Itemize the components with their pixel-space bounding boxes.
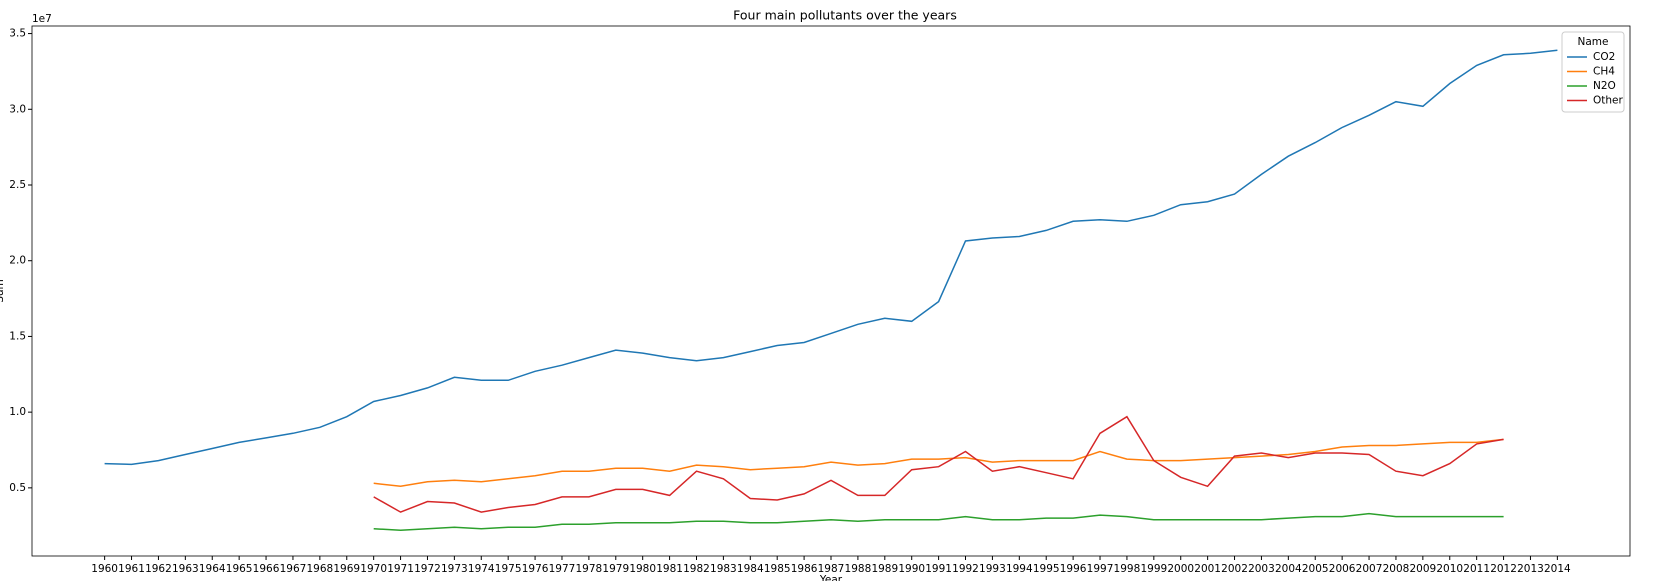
x-tick-label: 1988 bbox=[845, 563, 872, 575]
chart-title: Four main pollutants over the years bbox=[733, 8, 957, 23]
x-tick-label: 1986 bbox=[791, 563, 818, 575]
x-axis-label: Year bbox=[819, 574, 843, 581]
legend-label: N2O bbox=[1593, 80, 1616, 92]
y-tick-label: 2.5 bbox=[9, 179, 26, 191]
x-tick-label: 1972 bbox=[414, 563, 441, 575]
x-tick-label: 1978 bbox=[576, 563, 603, 575]
legend-label: CO2 bbox=[1593, 51, 1615, 63]
y-axis-label: Sum bbox=[0, 279, 6, 303]
x-tick-label: 1984 bbox=[737, 563, 764, 575]
x-tick-label: 1966 bbox=[253, 563, 280, 575]
x-tick-label: 1962 bbox=[145, 563, 172, 575]
legend-box bbox=[1561, 31, 1625, 113]
x-tick-label: 1967 bbox=[280, 563, 307, 575]
x-tick-label: 1961 bbox=[118, 563, 145, 575]
x-tick-label: 2013 bbox=[1517, 563, 1544, 575]
x-tick-label: 1975 bbox=[495, 563, 522, 575]
x-tick-label: 1965 bbox=[226, 563, 253, 575]
x-tick-label: 1987 bbox=[818, 563, 845, 575]
y-tick-label: 3.0 bbox=[9, 103, 26, 115]
x-tick-label: 2001 bbox=[1194, 563, 1221, 575]
x-tick-label: 2005 bbox=[1302, 563, 1329, 575]
x-tick-label: 1980 bbox=[629, 563, 656, 575]
y-tick-label: 3.5 bbox=[9, 28, 26, 40]
legend-label: CH4 bbox=[1593, 66, 1615, 78]
y-tick-label: 1.0 bbox=[9, 406, 26, 418]
plot-frame bbox=[31, 25, 1631, 557]
x-tick-label: 1968 bbox=[306, 563, 333, 575]
x-tick-label: 1973 bbox=[441, 563, 468, 575]
x-tick-label: 1999 bbox=[1140, 563, 1167, 575]
x-tick-label: 1974 bbox=[468, 563, 495, 575]
y-tick-label: 0.5 bbox=[9, 482, 26, 494]
x-tick-label: 2012 bbox=[1490, 563, 1517, 575]
legend-label: Other bbox=[1593, 95, 1623, 107]
series-line bbox=[373, 438, 1504, 488]
x-tick-label: 1994 bbox=[1006, 563, 1033, 575]
x-tick-label: 2009 bbox=[1409, 563, 1436, 575]
x-tick-label: 1995 bbox=[1033, 563, 1060, 575]
x-tick-label: 1989 bbox=[871, 563, 898, 575]
x-tick-label: 2004 bbox=[1275, 563, 1302, 575]
x-tick-label: 1976 bbox=[522, 563, 549, 575]
x-tick-label: 1990 bbox=[898, 563, 925, 575]
x-tick-label: 1971 bbox=[387, 563, 414, 575]
x-tick-label: 1985 bbox=[764, 563, 791, 575]
x-tick-label: 1981 bbox=[656, 563, 683, 575]
y-offset-label: 1e7 bbox=[32, 13, 52, 25]
x-tick-label: 1963 bbox=[172, 563, 199, 575]
x-tick-label: 1964 bbox=[199, 563, 226, 575]
x-tick-label: 2007 bbox=[1356, 563, 1383, 575]
x-tick-label: 1983 bbox=[710, 563, 737, 575]
x-tick-label: 1996 bbox=[1060, 563, 1087, 575]
x-tick-label: 2014 bbox=[1544, 563, 1571, 575]
series-line bbox=[373, 512, 1504, 532]
x-tick-label: 2002 bbox=[1221, 563, 1248, 575]
legend-title: Name bbox=[1578, 36, 1609, 48]
x-tick-label: 1970 bbox=[360, 563, 387, 575]
y-tick-label: 2.0 bbox=[9, 255, 26, 267]
series-line bbox=[373, 415, 1504, 513]
y-tick-label: 1.5 bbox=[9, 330, 26, 342]
x-tick-label: 1992 bbox=[952, 563, 979, 575]
x-tick-label: 2000 bbox=[1167, 563, 1194, 575]
x-tick-label: 1979 bbox=[602, 563, 629, 575]
x-tick-label: 1969 bbox=[333, 563, 360, 575]
series-line bbox=[104, 49, 1558, 466]
x-tick-label: 2011 bbox=[1463, 563, 1490, 575]
x-tick-label: 2003 bbox=[1248, 563, 1275, 575]
x-tick-label: 1997 bbox=[1087, 563, 1114, 575]
x-tick-label: 2010 bbox=[1436, 563, 1463, 575]
x-tick-label: 1977 bbox=[549, 563, 576, 575]
x-tick-label: 1993 bbox=[979, 563, 1006, 575]
x-tick-label: 1960 bbox=[91, 563, 118, 575]
legend: Name CO2 CH4 N2O Other bbox=[1561, 31, 1625, 113]
x-tick-label: 1991 bbox=[925, 563, 952, 575]
x-tick-label: 1982 bbox=[683, 563, 710, 575]
x-tick-label: 2006 bbox=[1329, 563, 1356, 575]
x-tick-label: 2008 bbox=[1383, 563, 1410, 575]
x-tick-label: 1998 bbox=[1114, 563, 1141, 575]
